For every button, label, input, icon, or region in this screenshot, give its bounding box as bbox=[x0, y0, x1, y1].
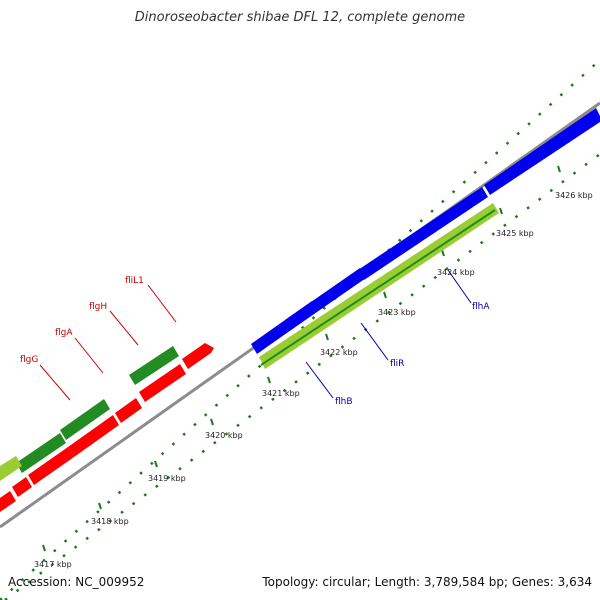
gene-arrow[interactable] bbox=[182, 343, 214, 369]
major-tick bbox=[98, 502, 102, 510]
tick-label: 3421 kbp bbox=[262, 389, 300, 398]
gene-arrow[interactable] bbox=[28, 447, 74, 485]
gene-label-fliR[interactable]: fliR bbox=[390, 359, 404, 369]
gene-arrow[interactable] bbox=[12, 477, 32, 497]
major-tick bbox=[154, 460, 158, 468]
gene-label-flgH[interactable]: flgH bbox=[89, 302, 107, 312]
tick-labels: 3417 kbp 3418 kbp 3419 kbp 3420 kbp 3421… bbox=[34, 191, 593, 569]
genome-summary-text: Topology: circular; Length: 3,789,584 bp… bbox=[262, 575, 592, 589]
gene-leader bbox=[447, 269, 472, 304]
cds-track-light bbox=[0, 203, 499, 481]
map-title: Dinoroseobacter shibae DFL 12, complete … bbox=[134, 10, 466, 25]
major-tick bbox=[441, 249, 445, 257]
outer-tick-dots bbox=[0, 59, 600, 600]
gene-arrow[interactable] bbox=[484, 108, 600, 195]
major-ticks bbox=[42, 165, 561, 552]
gene-leader bbox=[74, 337, 104, 374]
gene-label-flhB[interactable]: flhB bbox=[335, 397, 353, 407]
cds-edge bbox=[260, 209, 496, 366]
major-tick bbox=[499, 207, 503, 215]
inner-tick-dots bbox=[4, 152, 600, 600]
major-tick bbox=[42, 544, 46, 552]
gene-leader bbox=[147, 284, 177, 323]
gene-labels: flgG flgA flgH fliL1 flhB fliR flhA bbox=[20, 276, 490, 407]
cds-block[interactable] bbox=[16, 433, 66, 473]
gene-arrow[interactable] bbox=[139, 364, 186, 402]
major-tick bbox=[267, 376, 271, 384]
gene-label-flgG[interactable]: flgG bbox=[20, 355, 38, 365]
gene-leader bbox=[109, 310, 139, 346]
gene-arrow[interactable] bbox=[0, 491, 16, 512]
cds-track-dark bbox=[16, 346, 179, 473]
gene-label-flhA[interactable]: flhA bbox=[472, 302, 490, 312]
gene-arrow[interactable] bbox=[115, 398, 142, 423]
forward-gene-track bbox=[251, 108, 600, 354]
gene-arrow[interactable] bbox=[285, 268, 366, 330]
major-tick bbox=[557, 165, 561, 173]
major-tick bbox=[383, 291, 387, 299]
tick-label: 3424 kbp bbox=[437, 268, 475, 277]
cds-block[interactable] bbox=[129, 346, 179, 385]
cds-block[interactable] bbox=[60, 399, 110, 440]
cds-block[interactable] bbox=[0, 456, 22, 481]
tick-label: 3420 kbp bbox=[205, 431, 243, 440]
gene-arrow[interactable] bbox=[358, 187, 488, 280]
reverse-gene-track bbox=[0, 343, 214, 512]
tick-label: 3426 kbp bbox=[555, 191, 593, 200]
tick-label: 3422 kbp bbox=[320, 348, 358, 357]
gene-label-flgA[interactable]: flgA bbox=[55, 328, 73, 338]
tick-label: 3417 kbp bbox=[34, 560, 72, 569]
major-tick bbox=[325, 333, 329, 341]
gene-leader bbox=[360, 322, 389, 361]
gene-label-fliL1[interactable]: fliL1 bbox=[125, 276, 144, 286]
tick-label: 3425 kbp bbox=[496, 229, 534, 238]
major-tick bbox=[210, 418, 214, 426]
gene-leader bbox=[39, 364, 71, 401]
gene-arrow[interactable] bbox=[68, 415, 119, 457]
tick-label: 3418 kbp bbox=[91, 517, 129, 526]
gene-leaders bbox=[39, 269, 472, 401]
accession-text: Accession: NC_009952 bbox=[8, 575, 145, 589]
gene-leader bbox=[305, 361, 334, 399]
tick-label: 3419 kbp bbox=[148, 474, 186, 483]
outer-tick-row bbox=[0, 59, 600, 600]
tick-label: 3423 kbp bbox=[378, 308, 416, 317]
